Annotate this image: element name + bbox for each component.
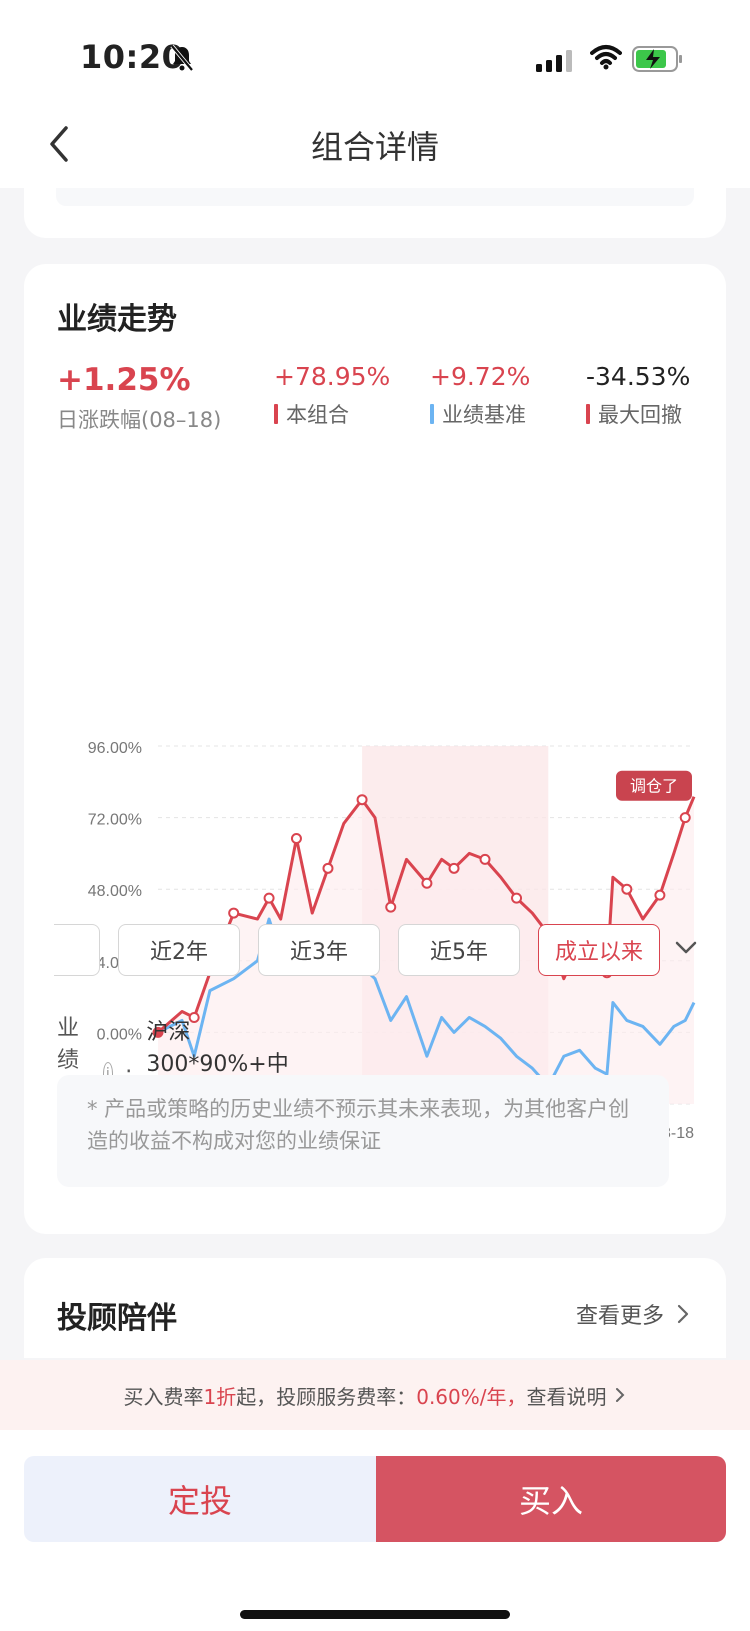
rebalance-point [421,877,433,889]
tab-partial[interactable] [54,924,100,976]
rebalance-point [679,812,691,824]
rebalance-point [228,907,240,919]
previous-card [24,188,726,238]
y-tick-label: 96.00% [88,740,142,757]
rebalance-point [263,892,275,904]
rebalance-tag [616,770,692,801]
advisor-title: 投顾陪伴 [57,1301,177,1336]
benchmark-colon: : [124,1061,133,1087]
y-tick-label: 48.00% [88,883,142,900]
rebalance-point [448,862,460,874]
tab-5y[interactable]: 近5年 [398,924,520,976]
home-indicator [240,1610,510,1619]
tab-since-inception[interactable]: 成立以来 [538,924,660,976]
rebalance-point [621,883,633,895]
rebalance-point [479,853,491,865]
tab-2y[interactable]: 近2年 [118,924,240,976]
status-time: 10:20 [80,38,185,76]
status-bar: 10:20 [0,0,750,100]
more-label: 查看更多 [575,1304,664,1329]
metric-label: 业绩基准 [442,403,526,427]
disclaimer-box: * 产品或策略的历史业绩不预示其未来表现，为其他客户创造的收益不构成对您的业绩保… [57,1075,669,1187]
fee-link[interactable]: 查看说明 [526,1384,607,1409]
fee-discount: 1折 [203,1384,237,1409]
rebalance-point [356,794,368,806]
metric-legend: 最大回撤 [586,399,690,429]
metric-value: +9.72% [430,362,531,391]
bottom-action-bar: 定投 买入 [0,1430,750,1631]
advisor-card: 投顾陪伴 查看更多 [24,1258,726,1358]
previous-card-panel [56,188,694,206]
metric-portfolio: +78.95% 本组合 [274,362,390,429]
metric-value: -34.53% [586,362,691,391]
metric-label: 最大回撤 [598,403,682,427]
chevron-right-icon [677,1304,689,1324]
rebalance-point [322,862,334,874]
chevron-right-icon [615,1388,624,1402]
performance-title: 业绩走势 [57,302,177,337]
nav-bar: 组合详情 [0,100,750,188]
fee-rate: 0.60%/年 [416,1384,507,1409]
sip-button[interactable]: 定投 [24,1456,376,1542]
rebalance-tag-label: 调仓了 [630,777,678,796]
y-tick-label: 0.00% [97,1026,142,1043]
metric-value: +78.95% [274,362,391,391]
advisor-more-link[interactable]: 查看更多 [576,1298,692,1330]
battery-charging-icon [632,46,682,72]
rebalance-point [385,901,397,913]
rebalance-point [511,892,523,904]
daily-change-label: 日涨跌幅(08–18) [57,408,222,432]
tab-3y[interactable]: 近3年 [258,924,380,976]
daily-change-value: +1.25% [57,362,191,398]
chevron-down-icon[interactable] [674,940,698,956]
fee-mid: 起，投顾服务费率： [236,1384,417,1409]
metric-label: 本组合 [286,403,349,427]
metric-benchmark: +9.72% 业绩基准 [430,362,530,429]
legend-swatch [430,404,434,424]
wifi-icon [590,45,622,70]
legend-swatch [274,404,278,424]
metric-legend: 本组合 [274,399,390,429]
legend-swatch [586,404,590,424]
y-tick-label: 72.00% [88,812,142,829]
silent-bell-icon [170,44,194,72]
page-title: 组合详情 [310,128,439,166]
range-tabs: 近2年 近3年 近5年 成立以来 [24,924,726,980]
metric-max-drawdown: -34.53% 最大回撤 [586,362,690,429]
rebalance-point [654,889,666,901]
fee-info-bar[interactable]: 买入费率 1折 起，投顾服务费率： 0.60%/年 ， 查看说明 [0,1360,750,1430]
cellular-signal-icon [536,50,572,72]
buy-button[interactable]: 买入 [376,1456,726,1542]
rebalance-point [188,1011,200,1023]
back-arrow-icon[interactable] [44,124,74,164]
metric-legend: 业绩基准 [430,399,530,429]
fee-prefix: 买入费率 [123,1384,204,1409]
start-point [153,1027,163,1038]
fee-separator: ， [506,1384,527,1409]
rebalance-point [290,832,302,844]
